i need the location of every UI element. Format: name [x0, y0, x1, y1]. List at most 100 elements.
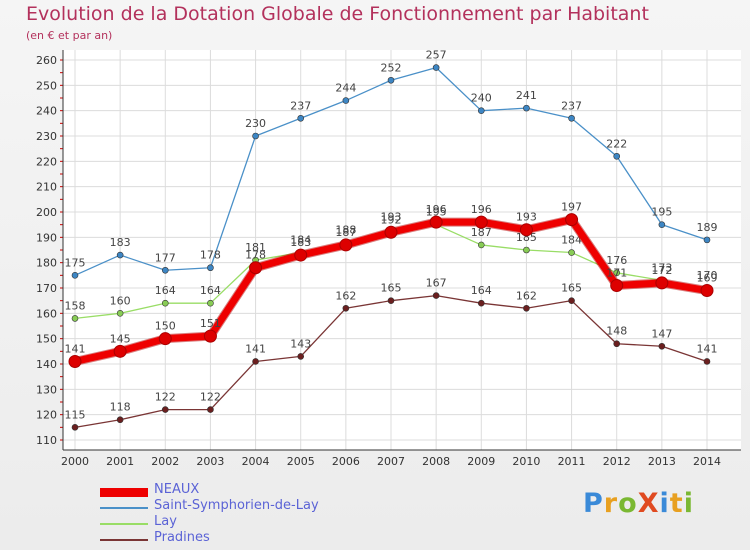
y-tick-label-130: 130 [36, 383, 57, 396]
data-label-neaux-2004: 178 [245, 249, 266, 262]
data-label-pradines-2002: 122 [155, 391, 176, 404]
data-label-saint-symphorien-de-lay-2013: 195 [651, 206, 672, 219]
legend-swatch-saint-symphorien [100, 507, 148, 509]
proxiti-logo: ProXiti [583, 488, 694, 519]
y-tick-label-170: 170 [36, 282, 57, 295]
x-tick-label-2000: 2000 [61, 455, 89, 468]
data-label-neaux-2000: 141 [65, 342, 86, 355]
data-label-lay-2009: 187 [471, 226, 492, 239]
point-neaux-2007 [384, 225, 398, 239]
point-saint-symphorien-de-lay-2009 [477, 107, 485, 114]
point-neaux-2006 [339, 238, 353, 252]
chart-subtitle: (en € et par an) [26, 29, 113, 42]
point-saint-symphorien-de-lay-2003 [207, 264, 214, 272]
point-neaux-2014 [700, 284, 714, 298]
y-tick-label-140: 140 [36, 358, 57, 371]
data-label-neaux-2013: 172 [651, 264, 672, 277]
data-label-saint-symphorien-de-lay-2003: 178 [200, 249, 221, 262]
data-label-pradines-2000: 115 [65, 408, 86, 421]
data-label-pradines-2013: 147 [651, 327, 672, 340]
point-pradines-2006 [342, 304, 350, 312]
data-label-lay-2004: 181 [245, 241, 266, 254]
data-label-neaux-2001: 145 [110, 332, 131, 345]
data-label-lay-2013: 173 [651, 261, 672, 274]
point-saint-symphorien-de-lay-2000 [71, 272, 79, 279]
data-label-saint-symphorien-de-lay-2002: 177 [155, 251, 176, 264]
data-label-pradines-2012: 148 [606, 325, 627, 338]
data-label-lay-2011: 184 [561, 234, 582, 247]
point-neaux-2009 [474, 215, 488, 229]
point-pradines-2004 [252, 358, 259, 365]
x-tick-label-2014: 2014 [693, 455, 721, 468]
point-pradines-2007 [387, 297, 395, 304]
y-tick-label-260: 260 [36, 54, 57, 67]
y-tick-label-160: 160 [36, 307, 57, 320]
point-saint-symphorien-de-lay-2012 [613, 152, 621, 160]
point-pradines-2001 [116, 416, 124, 424]
data-label-pradines-2006: 162 [335, 289, 356, 302]
data-label-pradines-2005: 143 [290, 337, 311, 350]
data-label-saint-symphorien-de-lay-2014: 189 [697, 221, 718, 234]
point-lay-2000 [71, 315, 79, 322]
data-label-pradines-2014: 141 [697, 342, 718, 355]
point-lay-2009 [477, 241, 485, 249]
y-tick-label-250: 250 [36, 79, 57, 92]
data-label-lay-2012: 176 [606, 254, 627, 267]
point-saint-symphorien-de-lay-2005 [297, 114, 305, 122]
data-label-lay-2010: 185 [516, 231, 537, 244]
x-tick-label-2009: 2009 [467, 455, 495, 468]
point-pradines-2012 [613, 340, 621, 348]
data-label-pradines-2001: 118 [110, 401, 131, 414]
data-label-lay-2007: 193 [381, 211, 402, 224]
x-tick-label-2012: 2012 [603, 455, 631, 468]
point-lay-2011 [568, 249, 575, 256]
point-saint-symphorien-de-lay-2010 [523, 104, 530, 112]
y-tick-label-180: 180 [36, 257, 57, 270]
legend-swatch-lay [100, 523, 148, 525]
point-lay-2012 [613, 269, 621, 277]
data-label-lay-2000: 158 [65, 299, 86, 312]
data-label-saint-symphorien-de-lay-2011: 237 [561, 99, 582, 112]
point-pradines-2002 [161, 406, 169, 413]
data-label-saint-symphorien-de-lay-2009: 240 [471, 92, 492, 105]
data-label-saint-symphorien-de-lay-2000: 175 [65, 256, 86, 269]
x-tick-label-2007: 2007 [377, 455, 405, 468]
legend-item-saint-symphorien: Saint-Symphorien-de-Lay [100, 498, 400, 517]
point-saint-symphorien-de-lay-2007 [387, 76, 395, 84]
data-label-saint-symphorien-de-lay-2006: 244 [335, 82, 356, 95]
x-tick-label-2005: 2005 [287, 455, 315, 468]
legend-swatch-neaux [100, 488, 148, 497]
point-neaux-2008 [429, 215, 443, 229]
point-neaux-2005 [294, 248, 308, 262]
legend-label-saint-symphorien: Saint-Symphorien-de-Lay [154, 498, 319, 513]
point-neaux-2001 [113, 344, 127, 358]
point-saint-symphorien-de-lay-2011 [568, 114, 575, 122]
point-pradines-2003 [207, 406, 214, 413]
legend-item-neaux: NEAUX [100, 482, 400, 501]
data-label-pradines-2003: 122 [200, 391, 221, 404]
y-tick-label-210: 210 [36, 181, 57, 194]
x-tick-label-2011: 2011 [558, 455, 586, 468]
point-neaux-2000 [68, 354, 82, 368]
x-tick-label-2001: 2001 [106, 455, 134, 468]
data-label-pradines-2004: 141 [245, 342, 266, 355]
data-label-lay-2008: 195 [426, 206, 447, 219]
data-label-lay-2003: 164 [200, 284, 221, 297]
point-pradines-2008 [432, 292, 440, 299]
legend-label-pradines: Pradines [154, 530, 210, 545]
y-tick-label-200: 200 [36, 206, 57, 219]
y-tick-label-240: 240 [36, 105, 57, 118]
data-label-pradines-2009: 164 [471, 284, 492, 297]
data-label-neaux-2012: 171 [606, 266, 627, 279]
x-tick-label-2006: 2006 [332, 455, 360, 468]
point-neaux-2011 [565, 213, 579, 227]
data-label-lay-2006: 188 [335, 223, 356, 236]
point-lay-2002 [161, 299, 169, 307]
data-label-lay-2014: 170 [697, 269, 718, 282]
data-label-neaux-2002: 150 [155, 320, 176, 333]
x-tick-label-2013: 2013 [648, 455, 676, 468]
point-pradines-2010 [523, 304, 530, 312]
x-tick-label-2003: 2003 [196, 455, 224, 468]
point-neaux-2012 [610, 278, 624, 292]
point-pradines-2000 [71, 424, 79, 431]
